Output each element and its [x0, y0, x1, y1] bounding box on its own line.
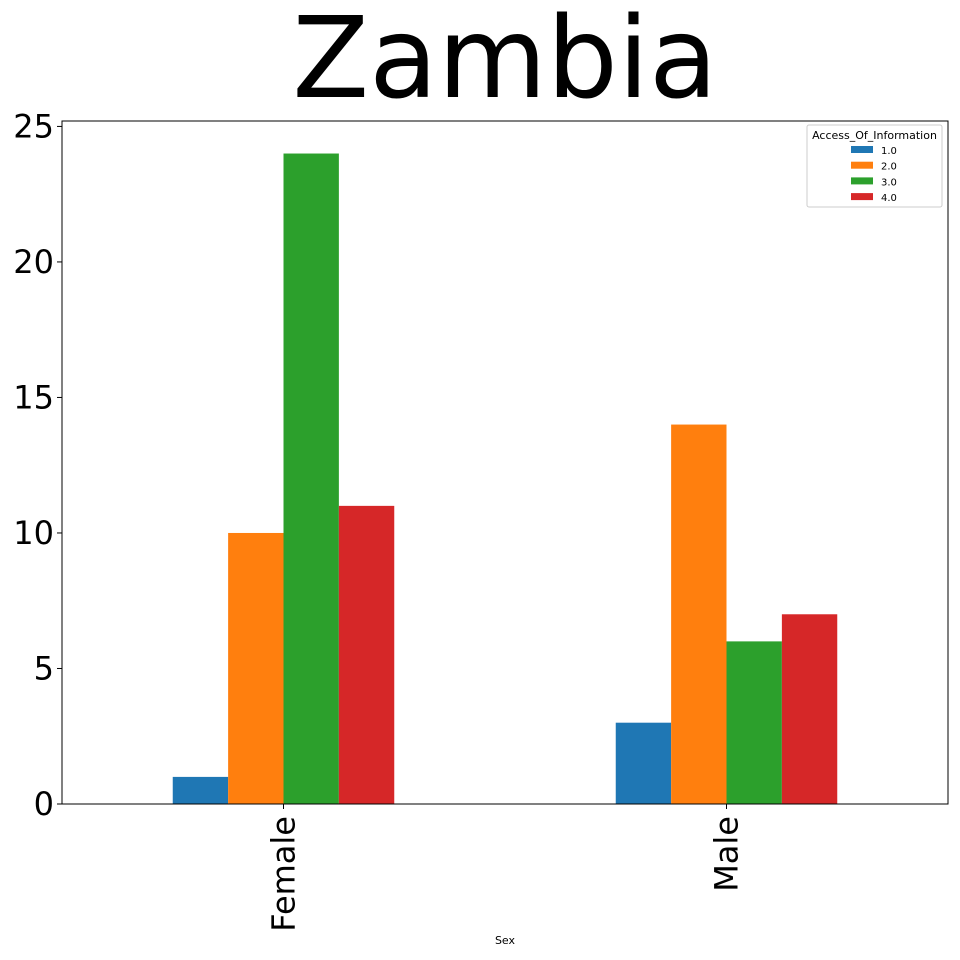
bar-female-3-0 [283, 153, 339, 804]
legend-swatch [851, 161, 873, 169]
y-tick-label: 15 [13, 378, 54, 416]
y-tick-label: 25 [13, 107, 54, 145]
bar-male-3-0 [726, 641, 782, 804]
y-tick-label: 20 [13, 243, 54, 281]
legend-label: 4.0 [881, 193, 897, 204]
bar-male-1-0 [615, 722, 672, 804]
chart-title: Zambia [292, 0, 717, 124]
legend-swatch [851, 146, 873, 153]
bar-male-2-0 [671, 424, 727, 804]
bar-female-2-0 [228, 532, 284, 804]
x-tick-label: Male [708, 816, 746, 892]
x-tick-label: Female [265, 816, 303, 932]
legend: Access_Of_Information 1.0 2.0 3.0 4.0 [806, 124, 943, 208]
legend-swatch [851, 177, 873, 185]
legend-swatch [851, 193, 873, 201]
bars-layer [172, 153, 838, 804]
legend-title: Access_Of_Information [812, 129, 937, 142]
legend-box [806, 124, 943, 208]
legend-items: 1.0 2.0 3.0 4.0 [851, 146, 897, 204]
bar-female-1-0 [172, 776, 229, 804]
legend-label: 2.0 [881, 162, 897, 173]
bar-male-4-0 [781, 614, 838, 804]
y-tick-label: 10 [13, 514, 54, 552]
y-axis: 0 5 10 15 20 25 [13, 107, 62, 823]
legend-label: 3.0 [881, 177, 897, 188]
x-axis: Female Male [265, 804, 746, 932]
y-tick-label: 5 [34, 649, 54, 687]
y-tick-label: 0 [34, 785, 54, 823]
bar-female-4-0 [338, 505, 395, 804]
plot-frame [61, 120, 949, 805]
x-axis-label: Sex [495, 934, 516, 947]
legend-label: 1.0 [881, 146, 897, 157]
